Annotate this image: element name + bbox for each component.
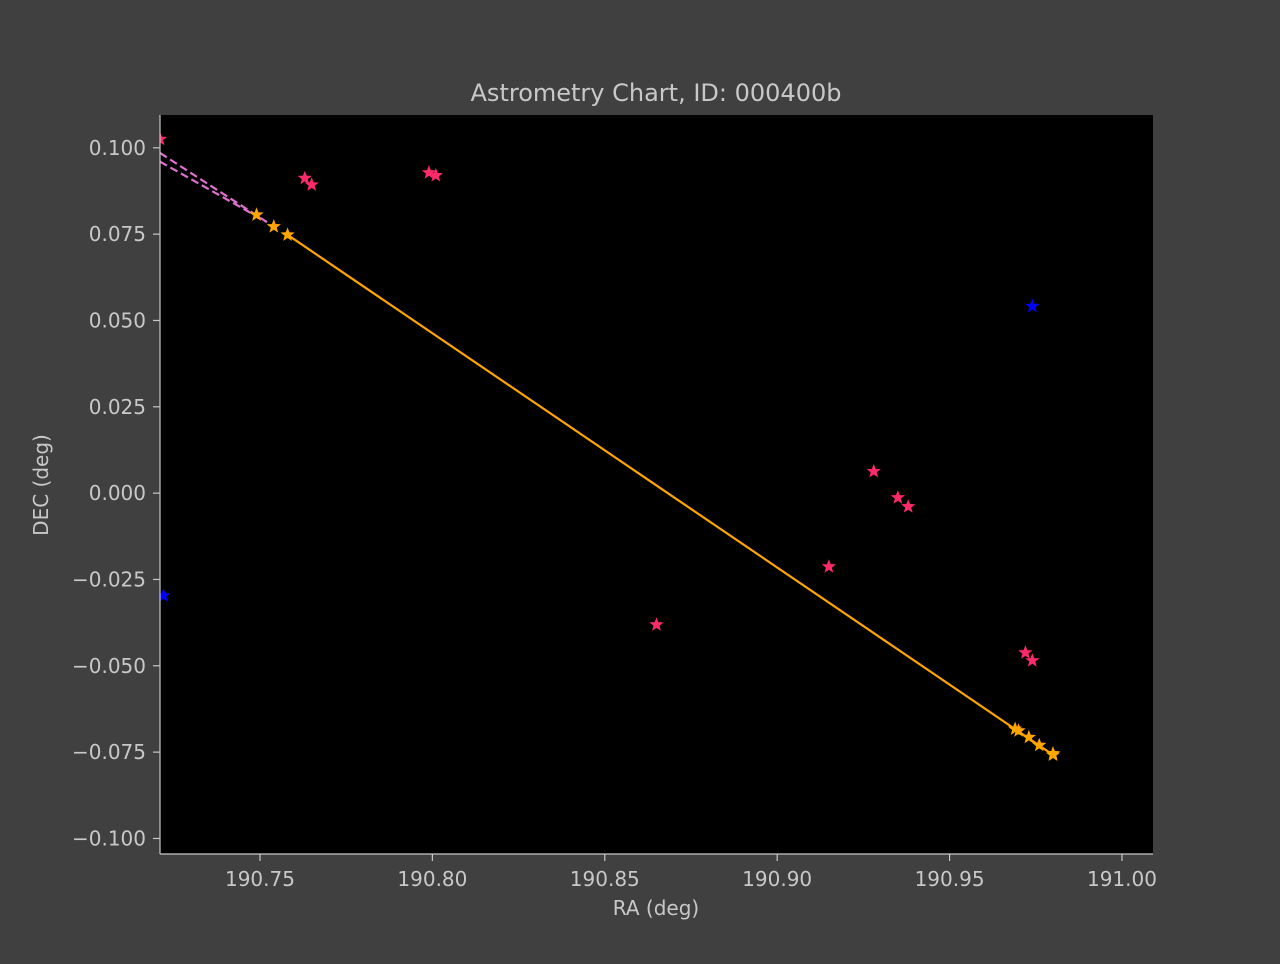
y-tick-label-5: 0.000	[89, 481, 146, 505]
trajectory-line-2	[160, 152, 268, 223]
star-point-s3-2	[266, 219, 281, 233]
star-point-s1-4	[421, 165, 437, 179]
y-tick-label-2: 0.075	[89, 222, 146, 246]
star-point-s3-7	[1032, 737, 1047, 752]
star-point-s3-1	[249, 207, 264, 221]
star-point-s1-11	[1018, 645, 1033, 659]
star-point-s3-5	[1011, 723, 1026, 737]
star-point-s3-3	[280, 227, 295, 241]
plot-area: 190.75 190.80 190.85 190.90 190.95 191.00 0.10…	[72, 115, 1157, 891]
star-point-s1-1	[160, 131, 168, 146]
star-point-s2-1	[1025, 298, 1040, 313]
star-point-s1-6	[649, 617, 664, 631]
y-axis-label: DEC (deg)	[29, 434, 53, 536]
x-tick-label-5: 190.95	[915, 867, 985, 891]
y-tick-label-6: −0.025	[72, 567, 146, 591]
x-tick-label-4: 190.90	[742, 867, 812, 891]
trajectory-line-3	[160, 160, 268, 224]
star-point-s1-9	[890, 490, 905, 504]
star-point-s1-2	[297, 170, 312, 185]
x-tick-label-6: 191.00	[1087, 867, 1157, 891]
data-layer	[160, 131, 1061, 761]
star-point-s3-9	[1045, 747, 1061, 761]
star-point-s1-12	[1025, 653, 1040, 667]
x-tick-label-1: 190.75	[225, 867, 295, 891]
star-point-s1-7	[821, 559, 837, 573]
x-tick-label-2: 190.80	[397, 867, 467, 891]
y-tick-label-9: −0.100	[72, 826, 146, 850]
x-axis-label: RA (deg)	[613, 896, 699, 920]
star-point-s1-10	[901, 499, 916, 513]
trajectory-line-1	[286, 233, 1054, 756]
star-point-s1-3	[304, 177, 319, 191]
y-tick-label-8: −0.075	[72, 740, 146, 764]
y-tick-label-1: 0.100	[89, 136, 146, 160]
star-point-s1-5	[428, 167, 443, 182]
chart-title: Astrometry Chart, ID: 000400b	[471, 79, 842, 107]
y-tick-label-7: −0.050	[72, 654, 146, 678]
y-tick-label-4: 0.025	[89, 395, 146, 419]
star-point-s2-2	[160, 588, 171, 602]
star-point-s3-6	[1021, 729, 1037, 744]
x-tick-label-3: 190.85	[570, 867, 640, 891]
y-tick-label-3: 0.050	[89, 308, 146, 332]
star-point-s1-8	[866, 463, 881, 478]
